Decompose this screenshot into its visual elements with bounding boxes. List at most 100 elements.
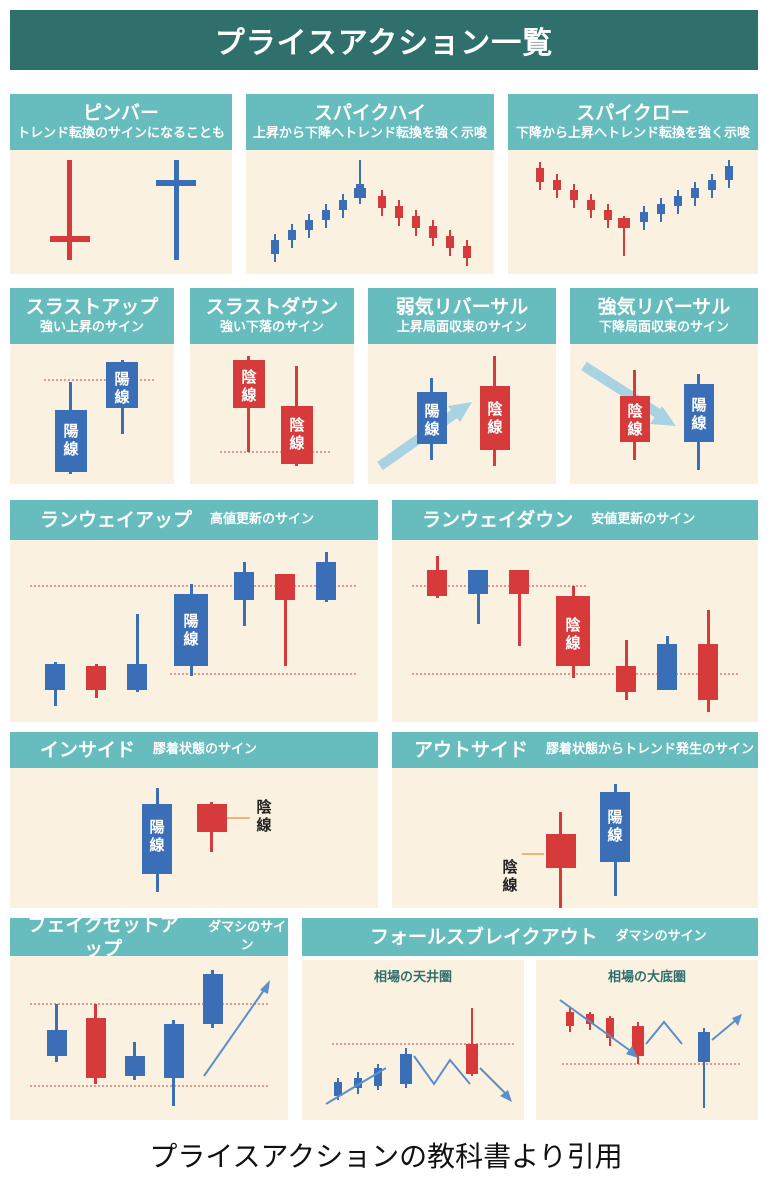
candle [412,210,420,236]
candle [725,160,733,188]
panel-header: スパイクハイ 上昇から下降へトレンド転換を強く示唆 [246,94,494,150]
panel-thrust-up: スラストアップ 強い上昇のサイン 陽線 陽線 [10,288,174,484]
candle-label: 陽線 [63,422,78,458]
panel-false-breakout: フォールスブレイクアウト ダマシのサイン 相場の天井圏 相場の大底圏 [302,918,758,1120]
panel-subtitle: 上昇から下降へトレンド転換を強く示唆 [252,126,487,141]
candle [463,240,471,266]
panel-inside: インサイド 膠着状態のサイン 陽線 陰線 [10,732,378,908]
bullish-candle [698,1028,710,1108]
bearish-candle: 陰線 [556,586,590,678]
panel-title: スパイクロー [576,102,690,124]
bullish-candle: 陽線 [417,378,447,460]
candle [604,204,612,228]
arrow-up-right-icon [203,980,270,1077]
arrow-up-right-icon [711,1014,742,1041]
arrow-head-icon [626,1046,638,1058]
inside-illustration: 陽線 陰線 [142,788,272,892]
bearish-candle [698,610,718,712]
panel-subtitle: 強い上昇のサイン [39,320,144,335]
candle-label: 陰線 [289,416,305,452]
candle [395,200,403,226]
candle-label: 陽線 [607,808,622,844]
bullish-candle [354,1072,362,1094]
candle-label: 陽線 [183,612,198,648]
bearish-candle [275,574,295,666]
candle [553,174,561,198]
panel-header: スパイクロー 下降から上昇へトレンド転換を強く示唆 [508,94,758,150]
runaway-down-illustration: 陰線 [412,556,738,712]
panel-header: フォールスブレイクアウト ダマシのサイン [302,918,758,956]
candle [446,230,454,256]
panel-title: ピンバー [82,102,159,124]
candle [640,206,648,230]
panel-subtitle: 強い下落のサイン [219,320,324,335]
pinbar-illustration [50,160,196,260]
false-breakout-top-illustration [325,1008,514,1105]
panel-pinbar: ピンバー トレンド転換のサインになることも [10,94,232,274]
panel-subtitle: 高値更新のサイン [210,512,315,527]
spike-low-illustration [536,160,733,256]
panel-header: スラストダウン 強い下落のサイン [190,288,354,344]
subpanel-label: 相場の大底圏 [607,970,686,985]
panel-spike-high: スパイクハイ 上昇から下降へトレンド転換を強く示唆 [246,94,494,274]
candle [322,204,330,228]
panel-title: フォールスブレイクアウト [370,926,598,948]
candle-label: 陽線 [424,402,439,438]
candle-label: 陰線 [502,858,518,894]
panel-title: アウトサイド [414,739,529,761]
spike-candle [618,216,630,256]
bullish-candle: 陽線 [142,788,172,892]
panel-subtitle: 上昇局面収束のサイン [396,320,527,335]
spike-candle [354,160,366,200]
spike-high-illustration [271,160,471,266]
panel-outside: アウトサイド 膠着状態からトレンド発生のサイン 陰線 陽線 [392,732,758,908]
candle-label: 陰線 [256,798,272,834]
bullish-candle [127,614,147,692]
bearish-candle [632,1022,644,1064]
panel-subtitle: 安値更新のサイン [591,512,696,527]
candle-label: 陽線 [149,818,164,854]
bullish-candle [164,1020,184,1106]
bullish-candle: 陽線 [174,584,208,676]
panel-header: 強気リバーサル 下降局面収束のサイン [570,288,758,344]
candle-label: 陰線 [487,400,503,436]
candle [429,220,437,246]
strong-reversal-illustration: 陰線 陽線 [581,361,714,470]
bearish-candle: 陰線 [620,370,650,460]
panel-thrust-down: スラストダウン 強い下落のサイン 陰線 陰線 [190,288,354,484]
bullish-candle: 陽線 [684,374,714,470]
fake-setup-illustration [30,970,270,1106]
outside-illustration: 陰線 陽線 [502,784,630,908]
source-caption: プライスアクションの教科書より引用 [149,1140,623,1173]
panel-subtitle: 膠着状態からトレンド発生のサイン [546,742,755,757]
bearish-candle [606,1016,614,1046]
panel-weak-reversal: 弱気リバーサル 上昇局面収束のサイン 陽線 陰線 [368,288,556,484]
bullish-pinbar [156,160,196,260]
panel-header: スラストアップ 強い上昇のサイン [10,288,174,344]
bearish-candle: 陰線 [281,366,313,466]
bullish-candle: 陽線 [600,784,630,896]
candle [536,162,544,190]
candle [288,224,296,248]
panel-header: インサイド 膠着状態のサイン [10,732,378,768]
candle-label: 陽線 [691,396,706,432]
panel-header: ランウェイアップ 高値更新のサイン [10,500,378,540]
panel-title: ランウェイダウン [422,509,574,531]
candle [378,190,386,216]
panel-subtitle: トレンド転換のサインになることも [16,126,225,141]
bullish-candle: 陽線 [106,360,138,434]
bullish-candle [47,1004,67,1062]
panel-runaway-down: ランウェイダウン 安値更新のサイン 陰線 [392,500,758,722]
bullish-candle [316,552,336,602]
panel-title: スラストアップ [25,296,159,318]
subpanel-label: 相場の天井圏 [373,970,452,985]
panel-subtitle: 下降から上昇へトレンド転換を強く示唆 [515,126,750,141]
page-title: プライスアクション一覧 [10,10,758,70]
bullish-candle [203,970,223,1028]
trend-line [325,1067,387,1105]
candle [271,234,279,262]
candle-label: 陰線 [627,402,643,438]
thrust-up-illustration: 陽線 陽線 [44,360,154,474]
bearish-candle: 陰線 [480,356,510,466]
bearish-candle [466,1008,478,1076]
